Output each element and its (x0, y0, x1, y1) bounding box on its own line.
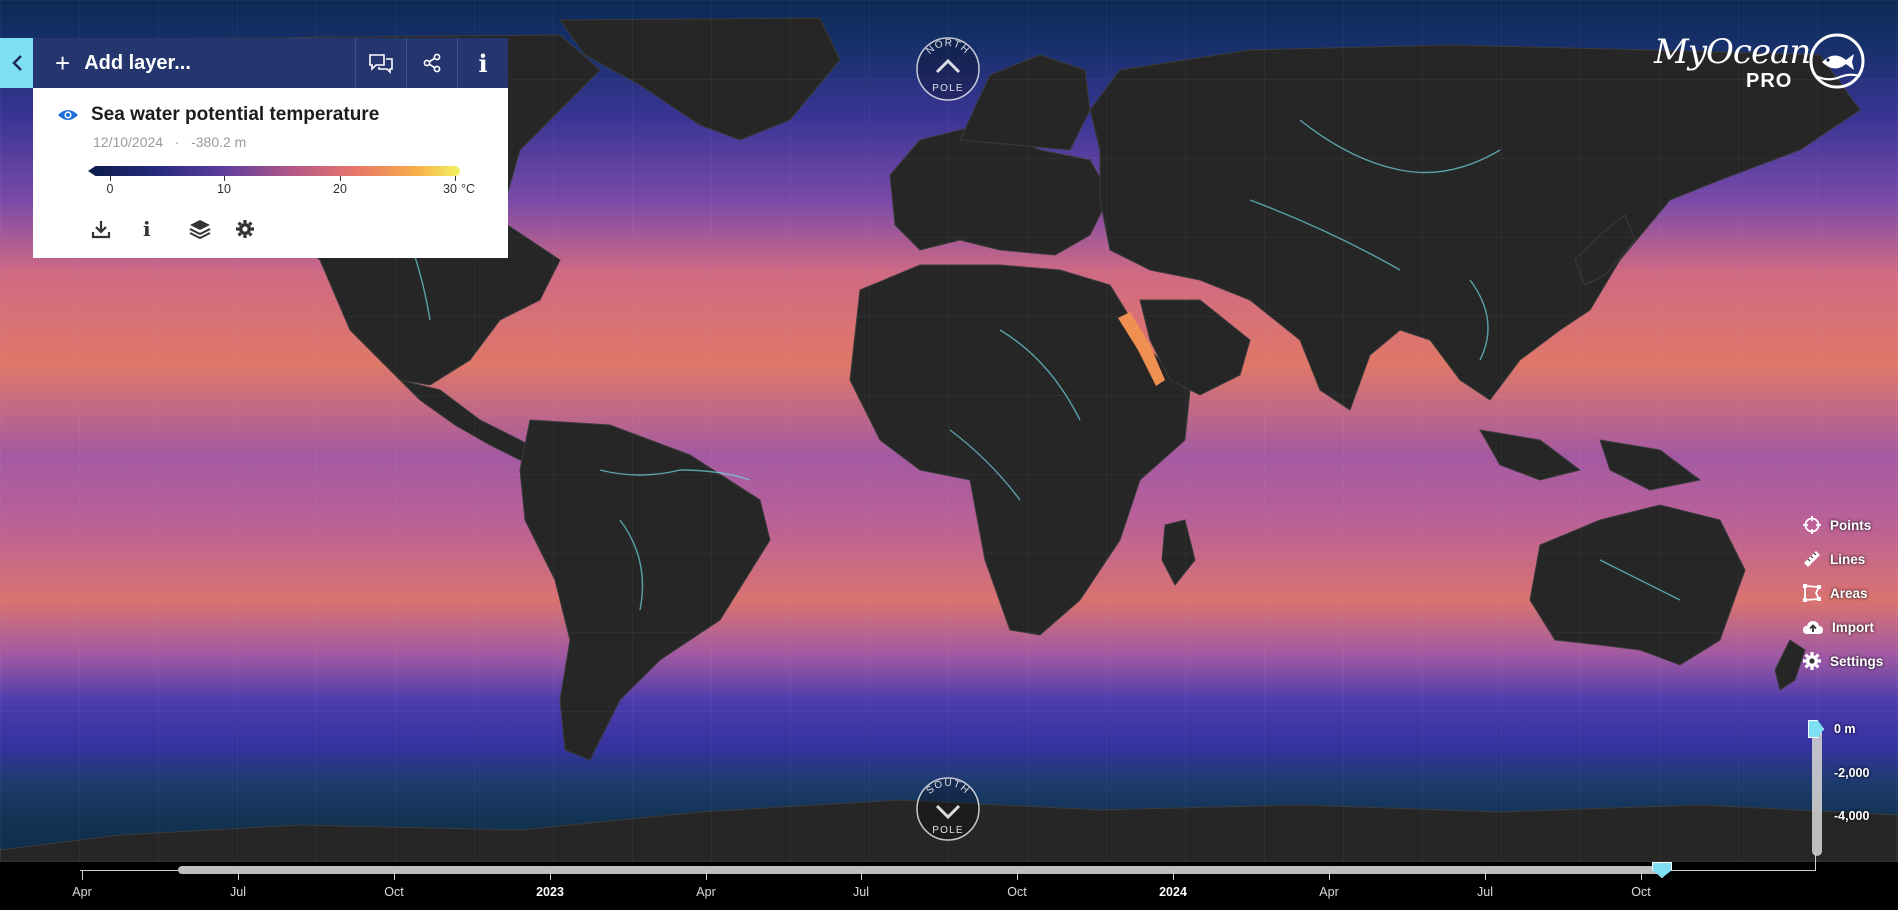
legend-tick-label: 10 (217, 182, 231, 196)
timeline-label[interactable]: Apr (72, 885, 92, 899)
timeline-label[interactable]: Apr (696, 885, 716, 899)
map-tools: Points Lines Areas Import Settings (1802, 508, 1883, 678)
layer-depth: -380.2 m (191, 134, 247, 150)
layer-meta: 12/10/2024 · -380.2 m (93, 134, 246, 150)
add-layer-button[interactable]: + Add layer... (33, 38, 355, 88)
share-button[interactable] (406, 38, 457, 88)
import-tool[interactable]: Import (1802, 610, 1883, 644)
tool-label: Areas (1830, 585, 1868, 601)
plus-icon: + (55, 48, 71, 78)
svg-text:POLE: POLE (932, 825, 963, 836)
info-button[interactable]: i (457, 38, 508, 88)
add-layer-label: Add layer... (84, 51, 191, 74)
areas-tool[interactable]: Areas (1802, 576, 1883, 610)
timeline-tick (82, 870, 83, 880)
chevron-left-icon (11, 55, 22, 71)
layer-name: Sea water potential temperature (91, 104, 380, 125)
timeline-tick (1173, 870, 1174, 880)
timeline-handle[interactable] (1652, 862, 1672, 878)
south-pole-button[interactable]: SOUTH POLE (915, 776, 981, 842)
timeline-label[interactable]: Jul (230, 885, 246, 899)
collapse-panel-button[interactable] (0, 38, 33, 88)
settings-tool[interactable]: Settings (1802, 644, 1883, 678)
gear-icon (1803, 652, 1821, 670)
logo-text: MyOcean (1654, 32, 1811, 72)
logo-pro: PRO (1746, 70, 1793, 92)
share-icon (423, 53, 441, 73)
info-icon: i (478, 48, 488, 78)
legend-tick-label: 20 (333, 182, 347, 196)
layer-stack-button[interactable] (189, 214, 235, 244)
layer-date: 12/10/2024 (93, 134, 164, 150)
legend-tick-label: 30 (443, 182, 457, 196)
chat-bubbles-icon (369, 54, 393, 74)
layers-panel-header: + Add layer... i (33, 38, 508, 88)
color-legend: 0 10 20 30 °C (88, 166, 475, 206)
download-button[interactable] (91, 214, 137, 244)
timeline-tick (1329, 870, 1330, 880)
crosshair-icon (1803, 516, 1821, 534)
timeline-tick (1017, 870, 1018, 880)
timeline-tick (706, 870, 707, 880)
depth-slider[interactable]: 0 m -2,000 -4,000 (1808, 718, 1898, 868)
myocean-pro-logo: MyOcean PRO (1648, 30, 1868, 100)
layers-icon (189, 220, 211, 239)
chevron-down-icon (935, 804, 961, 820)
download-icon (91, 221, 111, 239)
north-pole-button[interactable]: NORTH POLE (915, 36, 981, 102)
meta-separator: · (174, 134, 180, 150)
legend-unit: °C (460, 182, 476, 196)
comments-button[interactable] (355, 38, 406, 88)
timeline-label[interactable]: Oct (1007, 885, 1027, 899)
svg-text:POLE: POLE (932, 83, 963, 94)
depth-label: -2,000 (1834, 766, 1870, 780)
gear-icon (236, 220, 254, 238)
layer-card: Sea water potential temperature 12/10/20… (33, 88, 508, 258)
layer-info-button[interactable]: i (137, 214, 189, 244)
depth-track[interactable] (1812, 724, 1822, 856)
eye-icon[interactable] (57, 107, 79, 123)
timeline-label[interactable]: 2023 (536, 885, 564, 899)
points-tool[interactable]: Points (1802, 508, 1883, 542)
timeline[interactable]: Apr Jul Oct 2023 Apr Jul Oct 2024 Apr Jul Oct (0, 852, 1898, 910)
timeline-tick (1641, 870, 1642, 880)
timeline-tick (861, 870, 862, 880)
timeline-tick (238, 870, 239, 880)
timeline-label[interactable]: Apr (1319, 885, 1339, 899)
info-icon: i (143, 217, 151, 241)
timeline-label[interactable]: Jul (853, 885, 869, 899)
fish-logo-icon (1809, 33, 1865, 89)
tool-label: Points (1830, 517, 1872, 533)
tool-label: Settings (1830, 653, 1884, 669)
timeline-tick (1485, 870, 1486, 880)
timeline-label[interactable]: 2024 (1159, 885, 1187, 899)
layer-settings-button[interactable] (235, 214, 281, 244)
timeline-label[interactable]: Jul (1477, 885, 1493, 899)
timeline-range-bar[interactable] (178, 866, 1662, 874)
ruler-icon (1804, 551, 1820, 567)
lines-tool[interactable]: Lines (1802, 542, 1883, 576)
depth-handle[interactable] (1808, 720, 1824, 738)
depth-label: -4,000 (1834, 809, 1870, 823)
depth-label: 0 m (1834, 722, 1856, 736)
cloud-upload-icon (1803, 621, 1823, 634)
tool-label: Import (1832, 619, 1874, 635)
timeline-tick (394, 870, 395, 880)
legend-tick-label: 0 (106, 182, 114, 196)
tool-label: Lines (1830, 551, 1866, 567)
timeline-label[interactable]: Oct (1631, 885, 1651, 899)
chevron-up-icon (935, 58, 961, 74)
area-icon (1803, 584, 1821, 602)
legend-gradient-bar (88, 166, 460, 176)
timeline-label[interactable]: Oct (384, 885, 404, 899)
timeline-tick (550, 870, 551, 880)
